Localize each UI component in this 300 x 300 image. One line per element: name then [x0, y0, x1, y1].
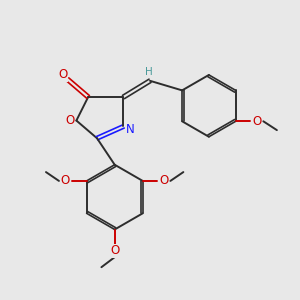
Text: H: H [145, 67, 152, 77]
Text: O: O [252, 115, 262, 128]
Text: O: O [61, 174, 70, 188]
Text: O: O [110, 244, 119, 257]
Text: O: O [58, 68, 68, 81]
Text: O: O [65, 114, 74, 127]
Text: O: O [159, 174, 169, 188]
Text: N: N [126, 123, 134, 136]
